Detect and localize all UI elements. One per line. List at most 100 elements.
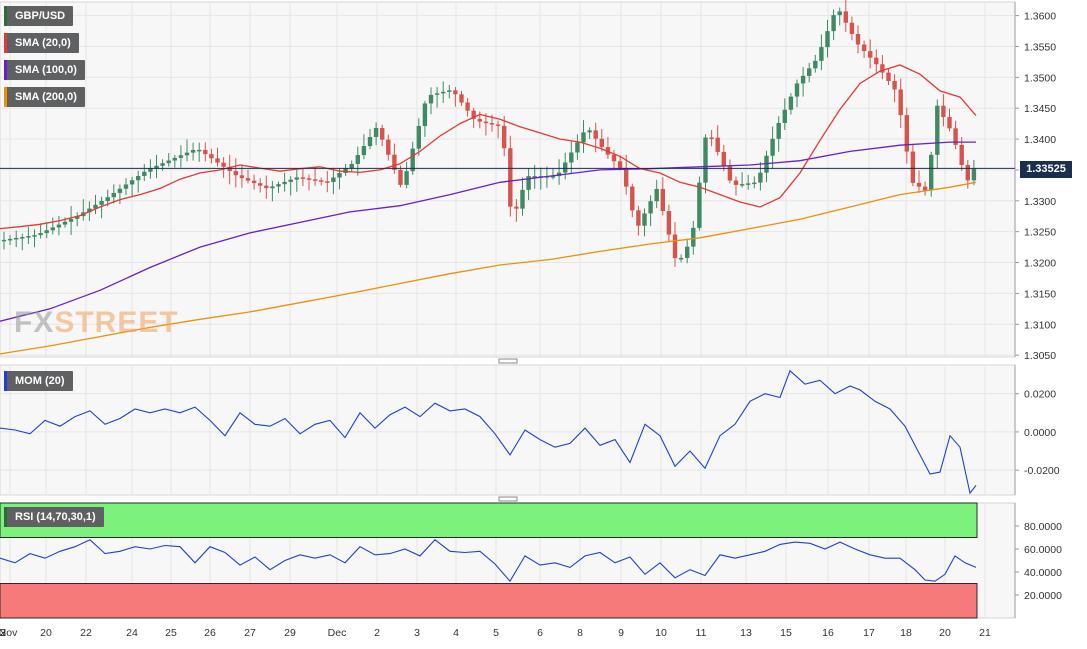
legend-rsi-label: RSI (14,70,30,1) bbox=[15, 511, 96, 523]
candle-body bbox=[733, 180, 739, 185]
candle-body bbox=[776, 122, 781, 139]
panel-bg-2 bbox=[0, 364, 1016, 496]
candle-body bbox=[727, 166, 733, 181]
candle-body bbox=[508, 148, 513, 207]
legend-mom-label: MOM (20) bbox=[15, 375, 65, 387]
price-tick-label-0: 1.3050 bbox=[1024, 350, 1056, 362]
candle-body bbox=[434, 93, 440, 95]
mom-tick-label-0: -0.0200 bbox=[1024, 465, 1060, 477]
candle-body bbox=[203, 149, 208, 155]
legend-rsi[interactable]: RSI (14,70,30,1) bbox=[4, 507, 104, 527]
x-tick-label-1: 20 bbox=[40, 627, 52, 639]
x-tick-label-24: 21 bbox=[979, 627, 991, 639]
candle-body bbox=[855, 34, 861, 45]
candle-body bbox=[26, 236, 31, 238]
candle-body bbox=[398, 169, 403, 185]
candle-body bbox=[825, 31, 830, 48]
candle-body bbox=[325, 181, 330, 183]
legend-sma-100[interactable]: SMA (100,0) bbox=[4, 60, 85, 80]
candle-body bbox=[227, 166, 232, 172]
price-tick-label-5: 1.3300 bbox=[1024, 196, 1056, 208]
candle-body bbox=[361, 146, 367, 156]
candle-body bbox=[813, 60, 818, 69]
candle-body bbox=[819, 47, 824, 61]
current-price-badge: 1.33525 bbox=[1020, 161, 1072, 178]
candle-body bbox=[636, 210, 641, 226]
x-tick-label-18: 13 bbox=[740, 627, 752, 639]
fxstreet-watermark: FXSTREET bbox=[14, 306, 179, 340]
rsi-line bbox=[0, 539, 977, 583]
candle-body bbox=[117, 188, 123, 193]
rsi-oversold-band bbox=[0, 583, 978, 619]
candle-body bbox=[410, 148, 415, 172]
legend-gbpusd[interactable]: GBP/USD bbox=[4, 6, 74, 26]
rsi-tick-label-1: 40.0000 bbox=[1024, 567, 1062, 579]
candle-body bbox=[380, 127, 385, 140]
legend-mom[interactable]: MOM (20) bbox=[4, 371, 73, 391]
candle-body bbox=[129, 180, 135, 185]
x-tick-label-25: 22 bbox=[0, 627, 6, 639]
candle-body bbox=[520, 189, 525, 209]
candle-body bbox=[770, 138, 775, 156]
x-tick-label-3: 24 bbox=[126, 627, 138, 639]
candle-body bbox=[1, 239, 7, 242]
candle-body bbox=[349, 163, 354, 169]
candle-body bbox=[337, 172, 342, 178]
x-tick-label-2: 22 bbox=[80, 627, 92, 639]
candle-body bbox=[965, 164, 970, 181]
candle-body bbox=[886, 72, 891, 82]
candle-body bbox=[386, 139, 391, 155]
legend-sma-200[interactable]: SMA (200,0) bbox=[4, 87, 85, 107]
candle-body bbox=[800, 75, 806, 84]
candle-body bbox=[270, 186, 275, 189]
swatch-sma-200 bbox=[4, 87, 7, 107]
candle-body bbox=[630, 186, 635, 211]
candle-body bbox=[514, 206, 519, 209]
candle-body bbox=[87, 208, 92, 213]
rsi-tick-label-3: 80.0000 bbox=[1024, 521, 1062, 533]
candle-body bbox=[416, 126, 421, 149]
candle-body bbox=[331, 177, 336, 183]
legend-sma-20[interactable]: SMA (20,0) bbox=[4, 33, 79, 53]
x-tick-label-19: 15 bbox=[780, 627, 792, 639]
x-tick-label-11: 4 bbox=[453, 627, 459, 639]
x-tick-label-23: 20 bbox=[939, 627, 951, 639]
candle-body bbox=[62, 221, 68, 225]
watermark-street: STREET bbox=[54, 306, 179, 339]
candle-body bbox=[209, 154, 214, 159]
candle-body bbox=[794, 83, 800, 97]
candle-body bbox=[233, 171, 238, 176]
candle-body bbox=[477, 118, 482, 122]
candle-body bbox=[367, 137, 373, 147]
candle-body bbox=[758, 172, 763, 183]
candle-body bbox=[221, 162, 226, 167]
candle-body bbox=[239, 175, 245, 179]
candle-body bbox=[294, 177, 299, 180]
candle-body bbox=[642, 213, 647, 226]
candle-body bbox=[678, 257, 684, 260]
candle-body bbox=[868, 51, 873, 58]
candle-body bbox=[422, 103, 428, 127]
candle-body bbox=[502, 125, 507, 149]
candle-body bbox=[648, 201, 653, 214]
candle-body bbox=[123, 184, 129, 189]
legend-gbpusd-label: GBP/USD bbox=[15, 10, 66, 22]
candle-body bbox=[312, 179, 318, 181]
legend-sma-200-label: SMA (200,0) bbox=[15, 91, 77, 103]
panel-splitter-1 bbox=[498, 358, 518, 364]
x-tick-label-22: 18 bbox=[900, 627, 912, 639]
rsi-tick-label-2: 60.0000 bbox=[1024, 544, 1062, 556]
candle-body bbox=[245, 178, 251, 181]
candle-body bbox=[483, 121, 489, 124]
candle-body bbox=[910, 151, 916, 183]
candle-body bbox=[441, 91, 446, 94]
candle-body bbox=[68, 218, 74, 222]
candle-body bbox=[355, 155, 360, 164]
candle-body bbox=[14, 237, 19, 240]
candle-body bbox=[258, 183, 263, 186]
candle-body bbox=[782, 109, 787, 123]
candle-body bbox=[166, 160, 171, 164]
candle-body bbox=[526, 176, 531, 190]
